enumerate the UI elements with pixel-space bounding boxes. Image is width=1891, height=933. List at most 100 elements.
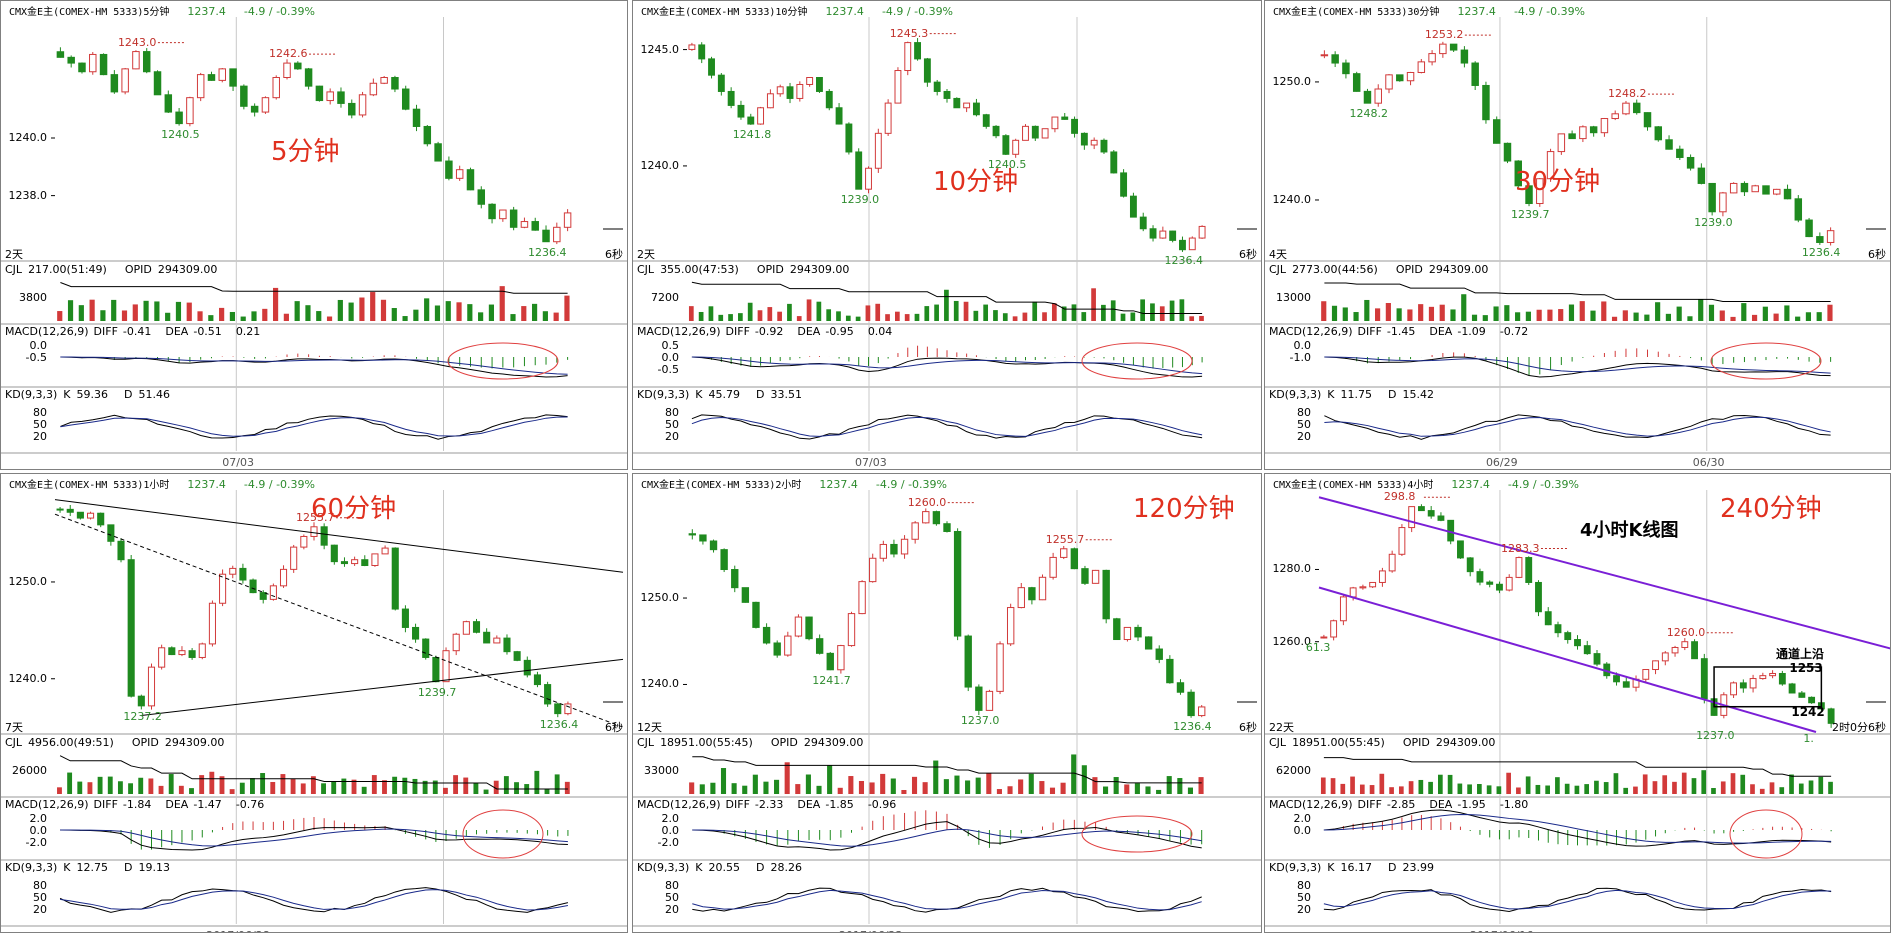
volume-bar bbox=[158, 785, 164, 794]
kd-tick: 50 bbox=[1297, 891, 1311, 904]
volume-bar bbox=[1081, 765, 1087, 794]
candle bbox=[1751, 184, 1759, 193]
volume-bar bbox=[1720, 781, 1726, 794]
volume-bar bbox=[1447, 774, 1453, 794]
volume-bar bbox=[351, 779, 357, 794]
volume-opid-label: OPID bbox=[756, 263, 784, 276]
volume-bar bbox=[1676, 306, 1682, 321]
candle bbox=[1041, 128, 1049, 139]
volume-opid: 294309.00 bbox=[157, 263, 218, 276]
volume-bar bbox=[922, 782, 928, 794]
volume-bar bbox=[720, 768, 727, 794]
macd-label: MACD(12,26,9) bbox=[5, 325, 89, 338]
volume-bar bbox=[728, 314, 733, 321]
candle bbox=[858, 580, 866, 615]
volume-bar bbox=[805, 774, 811, 794]
symbol-label: CMX金E主(COMEX-HM 5333)2小时 bbox=[641, 480, 802, 491]
macd-tick: -0.5 bbox=[25, 351, 47, 364]
volume-bar bbox=[97, 776, 103, 794]
channel-note: 通道上沿 bbox=[1776, 646, 1825, 661]
volume-bar bbox=[845, 315, 851, 321]
volume-tick: 62000 bbox=[1276, 764, 1311, 777]
candle bbox=[1071, 116, 1078, 138]
symbol-label: CMX金E主(COMEX-HM 5333)4小时 bbox=[1273, 480, 1434, 491]
candle bbox=[533, 671, 541, 688]
macd-macd: -0.96 bbox=[867, 798, 897, 811]
candle bbox=[1120, 169, 1128, 198]
volume-bar bbox=[774, 779, 780, 794]
volume-bar bbox=[326, 316, 333, 321]
candle bbox=[1671, 645, 1679, 657]
candle bbox=[1730, 681, 1738, 698]
candle bbox=[975, 684, 983, 715]
volume-bar bbox=[1187, 787, 1193, 794]
macd-diff: -1.45 bbox=[1386, 325, 1416, 338]
candle bbox=[348, 99, 356, 119]
macd-tick: 0.0 bbox=[661, 824, 680, 837]
opid-line bbox=[691, 281, 1203, 314]
y-tick-label: 1260.0 bbox=[1272, 634, 1312, 648]
candle bbox=[914, 38, 922, 61]
price-annotation: 1236.4 bbox=[528, 245, 567, 259]
volume-bar bbox=[858, 780, 865, 794]
candle bbox=[1798, 691, 1806, 698]
candle bbox=[1805, 217, 1813, 238]
volume-bar bbox=[1042, 312, 1047, 321]
candle bbox=[837, 644, 845, 674]
volume-bar bbox=[963, 301, 969, 321]
volume-bar bbox=[361, 786, 367, 794]
volume-opid-label: OPID bbox=[1402, 736, 1430, 749]
volume-bar bbox=[1071, 754, 1077, 794]
candle bbox=[1740, 181, 1749, 197]
volume-bar bbox=[300, 783, 306, 794]
candle bbox=[737, 100, 745, 120]
volume-bar bbox=[1189, 316, 1195, 321]
candle bbox=[158, 644, 166, 670]
kd-k-label: K bbox=[695, 861, 703, 874]
candle bbox=[1665, 135, 1673, 150]
volume-bar bbox=[434, 305, 441, 321]
candle bbox=[1611, 110, 1619, 121]
d-line bbox=[60, 889, 569, 911]
volume-bar bbox=[250, 778, 255, 794]
symbol-label: CMX金E主(COMEX-HM 5333)30分钟 bbox=[1273, 7, 1440, 18]
volume-bar bbox=[848, 776, 854, 794]
timeframe-title: 60分钟 bbox=[311, 494, 397, 524]
candle bbox=[1385, 74, 1393, 94]
candle bbox=[445, 156, 453, 181]
volume-bar bbox=[1061, 306, 1067, 321]
kd-tick: 50 bbox=[33, 891, 47, 904]
candles bbox=[56, 505, 572, 718]
kd-label: KD(9,3,3) bbox=[1269, 861, 1322, 874]
candle bbox=[1794, 195, 1803, 223]
kd-d: 15.42 bbox=[1402, 388, 1434, 401]
candle bbox=[1134, 624, 1142, 642]
volume-bar bbox=[503, 776, 509, 794]
macd-header: MACD(12,26,9) DIFF -1.84 DEA -1.47 -0.76 bbox=[5, 798, 269, 811]
candle bbox=[142, 48, 151, 74]
dea-line bbox=[692, 828, 1202, 847]
candle bbox=[1388, 550, 1396, 573]
chart-svg bbox=[633, 490, 1261, 927]
candle bbox=[1038, 574, 1047, 601]
volume-bar bbox=[1340, 783, 1346, 794]
volume-bar bbox=[240, 316, 246, 321]
macd-hist bbox=[70, 353, 569, 369]
countdown-label: 6秒 bbox=[1239, 248, 1257, 261]
kd-k-label: K bbox=[1327, 388, 1335, 401]
candle bbox=[1113, 617, 1121, 641]
candle bbox=[1535, 580, 1542, 617]
volume-bar bbox=[837, 787, 843, 794]
candle bbox=[76, 511, 84, 520]
span-label: 2天 bbox=[5, 248, 23, 261]
y-tick-label: 1250.0 bbox=[640, 591, 680, 605]
kd-k-label: K bbox=[695, 388, 703, 401]
candle bbox=[488, 203, 496, 224]
candle bbox=[1476, 568, 1484, 586]
volume-bar bbox=[698, 311, 704, 321]
candle bbox=[717, 73, 725, 96]
candle bbox=[1466, 557, 1474, 577]
chart-svg bbox=[1265, 17, 1890, 454]
candle bbox=[1102, 569, 1110, 624]
kd-tick: 50 bbox=[665, 418, 679, 431]
